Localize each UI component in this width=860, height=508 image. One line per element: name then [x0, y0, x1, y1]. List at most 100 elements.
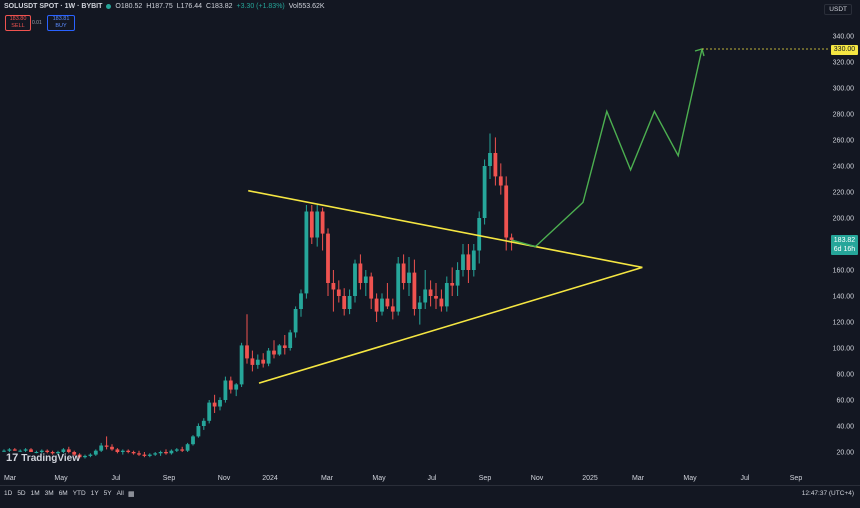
candle	[158, 450, 163, 456]
candle	[417, 296, 422, 325]
range-5y[interactable]: 5Y	[103, 490, 112, 497]
candle	[45, 449, 50, 454]
y-axis-tick: 140.00	[833, 294, 855, 301]
candle	[153, 452, 158, 456]
candle-body	[336, 289, 341, 296]
candle	[255, 354, 260, 369]
candle-body	[272, 350, 276, 355]
candle	[191, 435, 195, 446]
candle-body	[147, 454, 152, 456]
candle-body	[374, 298, 379, 312]
candle	[245, 314, 249, 364]
candle	[228, 376, 233, 394]
candle-body	[93, 450, 98, 455]
candle	[72, 450, 77, 456]
candle-body	[509, 237, 514, 241]
candle-body	[304, 211, 309, 294]
candle-body	[153, 453, 158, 455]
candle-body	[353, 263, 357, 296]
candle	[363, 270, 368, 296]
candle	[304, 205, 309, 299]
range-1y[interactable]: 1Y	[90, 490, 99, 497]
candle	[401, 254, 406, 290]
candle-body	[423, 289, 428, 303]
triangle-upper-line[interactable]	[248, 189, 643, 269]
candle-body	[293, 309, 298, 333]
candle-body	[126, 450, 131, 452]
candle-body	[120, 450, 125, 452]
candle-body	[2, 450, 6, 452]
candle	[29, 448, 33, 452]
sell-price: 183.80	[9, 16, 27, 22]
candle	[131, 450, 136, 455]
calendar-icon[interactable]: ▦	[128, 491, 135, 498]
candle-body	[455, 270, 460, 286]
bottom-toolbar-divider	[0, 485, 860, 486]
x-axis-tick: Nov	[218, 475, 231, 482]
candle-body	[207, 402, 212, 421]
candle	[169, 449, 174, 455]
candle	[83, 454, 87, 459]
range-selector: 1D 5D 1M 3M 6M YTD 1Y 5Y All	[4, 490, 124, 497]
candle	[482, 159, 487, 225]
current-price-value: 183.82	[833, 237, 856, 244]
range-ytd[interactable]: YTD	[72, 490, 86, 497]
candle-body	[185, 444, 190, 451]
candle	[201, 418, 206, 430]
triangle-lower-line[interactable]	[258, 266, 643, 384]
y-axis-tick: 300.00	[833, 86, 855, 93]
y-axis-tick: 40.00	[836, 424, 854, 431]
candle-body	[180, 449, 185, 451]
range-all[interactable]: All	[116, 490, 124, 497]
candle-body	[450, 283, 455, 286]
candle-body	[288, 332, 293, 348]
candle	[315, 205, 320, 247]
x-axis-tick: May	[683, 475, 697, 482]
candle	[407, 257, 411, 296]
candle-body	[488, 153, 492, 166]
range-1d[interactable]: 1D	[4, 490, 13, 497]
range-5d[interactable]: 5D	[17, 490, 26, 497]
candle	[12, 448, 17, 451]
candle-body	[196, 426, 201, 437]
candle	[282, 335, 287, 355]
candle	[374, 293, 379, 322]
tradingview-logo[interactable]: 17 TradingView	[6, 452, 80, 464]
candle-body	[363, 276, 368, 283]
candle-body	[18, 450, 23, 452]
candle-body	[12, 449, 17, 451]
projection-path[interactable]	[511, 48, 703, 248]
y-axis-tick: 340.00	[833, 34, 855, 41]
candle	[477, 211, 482, 264]
candle	[336, 280, 341, 303]
spread-value: 0.01	[32, 20, 42, 26]
y-axis-tick: 240.00	[833, 164, 855, 171]
candle-body	[39, 450, 44, 452]
candle-body	[428, 289, 433, 296]
candle	[7, 448, 12, 452]
x-axis-tick: Jul	[112, 475, 121, 482]
sell-button[interactable]: 183.80 SELL	[5, 15, 31, 31]
candle	[61, 448, 66, 454]
symbol-title[interactable]: SOLUSDT SPOT · 1W · BYBIT	[4, 3, 103, 10]
candle-body	[223, 380, 228, 400]
clock-timezone[interactable]: 12:47:37 (UTC+4)	[801, 490, 854, 497]
range-1m[interactable]: 1M	[30, 490, 40, 497]
x-axis-tick: Jul	[741, 475, 750, 482]
candle-body	[99, 445, 104, 451]
range-6m[interactable]: 6M	[58, 490, 68, 497]
y-axis-tick: 220.00	[833, 190, 855, 197]
buy-button[interactable]: 183.81 BUY	[47, 15, 75, 31]
candle	[493, 137, 498, 186]
candle	[320, 207, 325, 251]
candle-body	[358, 263, 363, 283]
currency-selector[interactable]: USDT	[824, 4, 852, 15]
range-3m[interactable]: 3M	[44, 490, 54, 497]
candle-body	[331, 283, 336, 290]
candle	[266, 348, 271, 367]
candle-body	[482, 166, 487, 218]
candle	[110, 444, 114, 451]
candle	[261, 353, 266, 368]
